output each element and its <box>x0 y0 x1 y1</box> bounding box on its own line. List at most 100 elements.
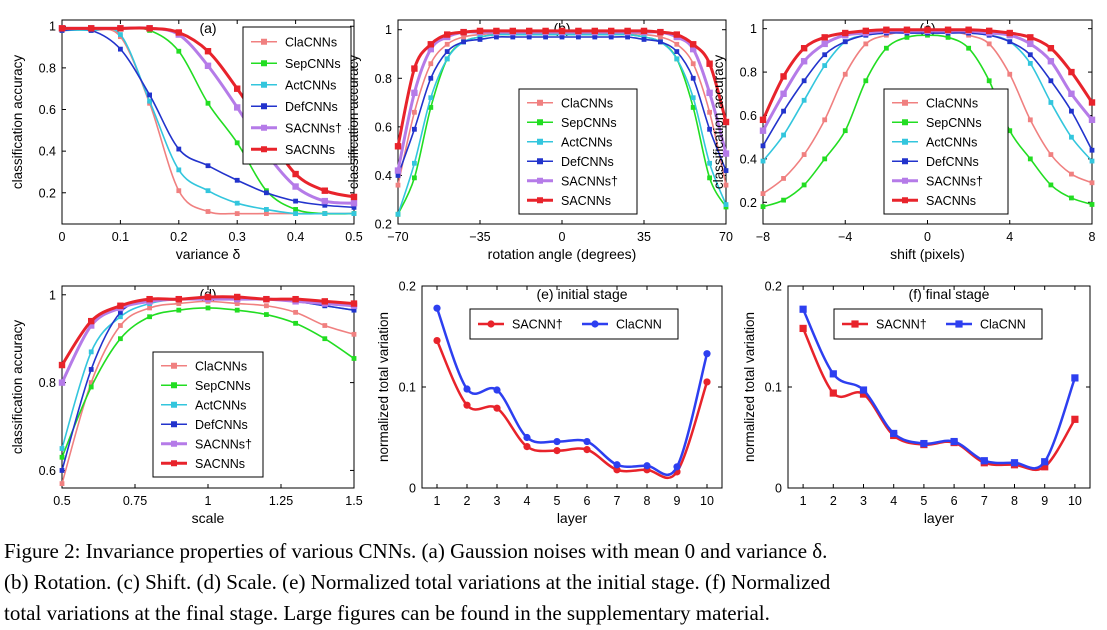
data-point <box>641 34 647 40</box>
data-point <box>1010 459 1019 467</box>
data-point <box>1069 195 1074 201</box>
legend-label: ClaCNNs <box>926 96 978 110</box>
data-point <box>658 39 663 45</box>
data-point <box>395 211 401 217</box>
data-point <box>1089 180 1095 186</box>
data-point <box>204 48 212 55</box>
legend-box <box>833 308 1043 340</box>
data-point <box>444 31 451 38</box>
data-point <box>117 302 124 309</box>
x-tick-label: 9 <box>674 494 681 508</box>
data-point <box>234 200 240 206</box>
data-point <box>118 314 123 320</box>
data-point <box>321 197 328 205</box>
data-point <box>292 183 299 190</box>
legend-label: SepCNNs <box>195 379 251 393</box>
x-tick-label: 8 <box>1089 230 1096 244</box>
data-point <box>780 73 787 80</box>
x-tick-label: 35 <box>637 230 651 244</box>
data-point <box>1007 39 1013 45</box>
data-point <box>118 32 123 37</box>
legend-swatch-marker <box>537 138 543 145</box>
legend-swatch-marker <box>487 320 495 328</box>
legend: SACNN† ClaCNN <box>833 308 1043 340</box>
legend-swatch-marker <box>171 382 177 389</box>
data-point <box>350 300 358 307</box>
x-tick-label: 4 <box>524 494 531 508</box>
data-point <box>575 27 582 35</box>
y-tick-label: 0.2 <box>765 280 782 294</box>
data-point <box>234 177 240 183</box>
data-point <box>673 463 681 471</box>
data-point <box>759 127 767 134</box>
data-point <box>980 457 988 465</box>
data-point <box>1089 158 1095 164</box>
data-point <box>493 386 501 394</box>
legend-swatch-marker <box>261 124 267 131</box>
data-point <box>822 156 828 162</box>
data-point <box>147 305 152 311</box>
data-point <box>59 481 65 487</box>
data-point <box>583 446 591 454</box>
data-point <box>234 104 241 111</box>
legend-swatch-marker <box>851 320 859 328</box>
data-point <box>690 61 696 67</box>
data-point <box>781 132 786 138</box>
series-line-ClaCNNs <box>61 300 355 484</box>
legend-label: SACNNs† <box>926 174 983 188</box>
data-point <box>205 163 211 169</box>
y-tick-label: 0.8 <box>39 61 56 75</box>
x-tick-label: 3 <box>494 494 501 508</box>
data-point <box>88 380 94 386</box>
data-point <box>293 320 298 326</box>
legend-swatch-marker <box>537 158 543 165</box>
y-axis-label: classification accuracy <box>10 55 25 190</box>
data-point <box>1041 463 1049 471</box>
data-point <box>1068 90 1075 97</box>
y-tick-label: 0.2 <box>399 280 416 294</box>
data-point <box>264 207 269 212</box>
data-point <box>883 45 889 51</box>
data-point <box>543 34 548 40</box>
data-point <box>822 117 828 123</box>
legend-label: ActCNNs <box>285 78 336 92</box>
data-point <box>706 60 713 67</box>
series-line-ClaCNN_e <box>801 308 1077 470</box>
data-point <box>147 92 152 98</box>
x-tick-label: −70 <box>387 230 408 244</box>
data-point <box>1088 116 1096 124</box>
data-point <box>234 211 240 216</box>
data-point <box>553 437 561 446</box>
y-tick-label: 0.6 <box>375 120 392 134</box>
data-point <box>264 211 269 216</box>
data-point <box>526 27 533 35</box>
x-axis-label: shift (pixels) <box>890 246 965 262</box>
legend-swatch-marker <box>261 81 267 88</box>
data-point <box>1041 458 1049 466</box>
legend-label: DefCNNs <box>195 418 248 432</box>
data-point <box>205 305 211 311</box>
x-tick-label: 3 <box>860 494 867 508</box>
data-point <box>1027 61 1033 66</box>
data-point <box>88 384 94 390</box>
data-point <box>428 75 434 81</box>
figure-caption: Figure 2: Invariance properties of vario… <box>4 539 831 625</box>
legend-label: SACNNs <box>285 143 335 157</box>
chart-title: (f) final stage <box>909 286 990 302</box>
series-line-ClaCNN_e <box>435 307 709 477</box>
data-point <box>463 401 471 409</box>
legend-swatch-marker <box>171 460 177 467</box>
x-tick-label: 1.5 <box>345 494 362 508</box>
data-point <box>59 446 65 451</box>
data-point <box>175 295 182 303</box>
data-point <box>780 90 787 97</box>
data-point <box>583 437 591 446</box>
data-point <box>264 303 269 309</box>
x-tick-label: 10 <box>700 494 714 508</box>
data-point <box>205 209 211 214</box>
legend: ClaCNNs SepCNNs ActCNNs DefCNNs SACNNs† SACNN… <box>152 351 264 478</box>
legend-swatch-marker <box>902 197 908 204</box>
data-point <box>1089 202 1095 207</box>
data-point <box>986 41 992 47</box>
data-point <box>176 307 182 313</box>
